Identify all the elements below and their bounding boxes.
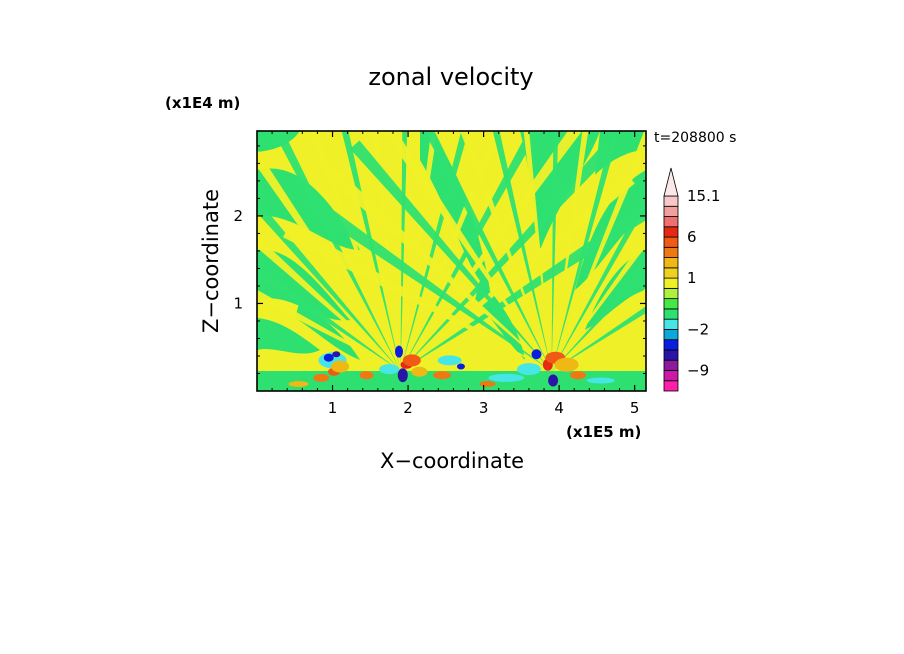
x-tick-label: 2 xyxy=(403,399,413,417)
velocity-spot xyxy=(437,355,462,366)
x-tick-label: 1 xyxy=(328,399,338,417)
velocity-spot xyxy=(332,351,341,358)
velocity-spot xyxy=(331,360,350,373)
y-axis: 12 xyxy=(233,145,646,374)
colorbar-cell xyxy=(663,339,679,351)
ray-band xyxy=(400,131,408,371)
ray-band xyxy=(282,223,552,371)
ray-band xyxy=(308,131,401,371)
green-lobe xyxy=(257,131,300,152)
colorbar-cell xyxy=(663,267,679,279)
ray-band xyxy=(551,287,646,371)
velocity-spot xyxy=(554,357,579,372)
velocity-spot xyxy=(402,354,421,367)
velocity-spot xyxy=(479,380,496,387)
colorbar-cell xyxy=(663,205,679,217)
velocity-spot xyxy=(411,366,428,377)
velocity-spot xyxy=(586,377,615,384)
colorbar-tick-label: 1 xyxy=(687,269,697,287)
velocity-spots xyxy=(288,345,615,387)
x-axis: 1 2 3 4 5 xyxy=(271,131,640,417)
ray-band xyxy=(551,131,559,371)
time-label: t=208800 s xyxy=(654,130,736,146)
colorbar-tick-label: −2 xyxy=(687,320,709,338)
colorbar-cell xyxy=(663,226,679,238)
ray-band xyxy=(400,147,610,371)
y-axis-title: Z−coordinate xyxy=(199,189,223,333)
colorbar-cell xyxy=(663,359,679,371)
velocity-spot xyxy=(313,373,330,382)
velocity-bands xyxy=(257,131,646,391)
ray-band xyxy=(460,131,552,371)
ray-band xyxy=(551,306,646,371)
colorbar-cell xyxy=(663,370,679,382)
colorbar-cell xyxy=(663,298,679,310)
green-lobe xyxy=(585,250,646,330)
velocity-spot xyxy=(379,364,400,375)
ray-band xyxy=(551,265,646,371)
colorbar-cell xyxy=(663,277,679,289)
colorbar-cell xyxy=(663,195,679,207)
velocity-spot xyxy=(531,349,542,360)
colorbar: 15.1 6 1 −2 −9 xyxy=(663,167,720,392)
x-tick-label: 5 xyxy=(630,399,640,417)
ray-band xyxy=(551,235,646,371)
velocity-spot xyxy=(570,371,587,380)
contour-field xyxy=(257,131,646,391)
velocity-spot xyxy=(395,345,404,358)
plot-frame xyxy=(256,130,647,392)
ray-band xyxy=(551,131,646,371)
y-tick-label: 2 xyxy=(233,207,243,225)
colorbar-cell xyxy=(663,287,679,300)
colorbar-cell xyxy=(663,257,679,269)
chart-title: zonal velocity xyxy=(368,63,533,91)
y-unit-label: (x1E4 m) xyxy=(165,94,240,112)
velocity-spot xyxy=(433,371,452,380)
velocity-spot xyxy=(488,373,525,382)
ray-band xyxy=(551,193,646,371)
velocity-spot xyxy=(548,374,559,387)
ray-band xyxy=(350,140,552,371)
ray-band xyxy=(301,192,552,371)
colorbar-cell xyxy=(663,380,679,392)
ray-band xyxy=(523,131,552,371)
colorbar-cell xyxy=(663,246,679,258)
ray-band xyxy=(324,165,552,371)
colorbar-tick-label: 6 xyxy=(687,228,697,246)
green-lobe xyxy=(257,318,320,354)
bottom-layer xyxy=(257,371,646,391)
velocity-spot xyxy=(516,363,541,376)
ray-band xyxy=(382,131,552,371)
ray-band xyxy=(492,131,552,371)
velocity-spot xyxy=(359,371,374,380)
colorbar-cell xyxy=(663,216,679,228)
colorbar-cell xyxy=(663,349,679,361)
velocity-spot xyxy=(323,353,334,362)
x-tick-label: 3 xyxy=(479,399,489,417)
velocity-spot xyxy=(397,368,408,383)
velocity-spot xyxy=(288,380,309,387)
x-tick-label: 4 xyxy=(554,399,564,417)
colorbar-max-extension xyxy=(663,167,679,197)
colorbar-cell xyxy=(663,308,679,320)
velocity-spot xyxy=(456,363,465,370)
colorbar-cell xyxy=(663,236,679,248)
ray-band xyxy=(551,131,620,371)
x-axis-title: X−coordinate xyxy=(380,449,524,473)
ray-band xyxy=(400,131,438,371)
colorbar-tick-label: 15.1 xyxy=(687,187,720,205)
colorbar-cell xyxy=(663,329,679,341)
ray-band xyxy=(400,202,646,371)
colorbar-tick-label: −9 xyxy=(687,361,709,379)
x-unit-label: (x1E5 m) xyxy=(566,423,641,441)
y-tick-label: 1 xyxy=(233,294,243,312)
colorbar-cell xyxy=(663,318,679,330)
ray-band xyxy=(424,131,552,371)
